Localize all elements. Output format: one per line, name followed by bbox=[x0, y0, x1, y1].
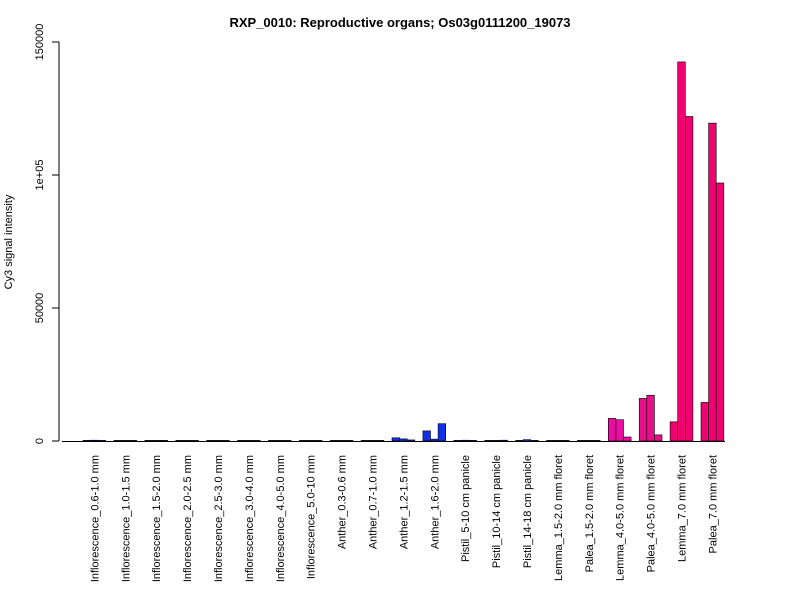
x-axis: Inflorescence_0.6-1.0 mm Inflorescence_1.… bbox=[62, 441, 725, 582]
bar bbox=[152, 440, 161, 442]
bar bbox=[499, 439, 508, 442]
bar bbox=[700, 402, 709, 442]
bar bbox=[553, 440, 562, 442]
x-tick-label: Palea_4.0-5.0 mm floret bbox=[646, 455, 658, 572]
bar bbox=[708, 122, 717, 442]
bar bbox=[90, 439, 99, 442]
bar bbox=[638, 398, 648, 442]
bar bbox=[592, 440, 601, 442]
x-tick-label: Anther_1.2-1.5 mm bbox=[398, 455, 410, 549]
x-tick-label: Inflorescence_4.0-5.0 mm bbox=[275, 455, 287, 582]
bar bbox=[283, 440, 292, 442]
x-tick-label: Inflorescence_1.0-1.5 mm bbox=[120, 455, 132, 582]
x-tick-label: Lemma_7.0 mm floret bbox=[677, 455, 689, 562]
bar bbox=[329, 440, 339, 442]
x-tick-label: Inflorescence_2.0-2.5 mm bbox=[182, 455, 194, 582]
bars-group bbox=[82, 61, 725, 442]
x-tick-label: Inflorescence_1.5-2.0 mm bbox=[151, 455, 163, 582]
x-tick-label: Anther_0.7-1.0 mm bbox=[368, 455, 380, 549]
bar bbox=[530, 440, 539, 442]
bar bbox=[391, 437, 400, 442]
bar bbox=[128, 440, 138, 442]
y-tick-label: 150000 bbox=[34, 24, 46, 61]
bar bbox=[121, 440, 130, 442]
bar bbox=[491, 440, 501, 442]
bar bbox=[306, 440, 315, 442]
y-tick-label: 50000 bbox=[34, 293, 46, 324]
bar bbox=[375, 440, 385, 442]
bar bbox=[221, 440, 230, 442]
x-tick-label: Lemma_4.0-5.0 mm floret bbox=[615, 455, 627, 581]
bar bbox=[175, 440, 184, 442]
bar bbox=[360, 440, 370, 442]
bar bbox=[159, 440, 168, 442]
bar bbox=[268, 440, 277, 442]
bar bbox=[399, 438, 408, 442]
bar bbox=[468, 440, 477, 442]
bar bbox=[206, 440, 215, 442]
bar bbox=[337, 440, 346, 442]
bar bbox=[684, 116, 694, 442]
bar bbox=[345, 440, 354, 442]
bar bbox=[252, 440, 261, 442]
bar bbox=[607, 418, 617, 442]
bar bbox=[461, 439, 470, 442]
x-tick-label: Lemma_1.5-2.0 mm floret bbox=[553, 455, 565, 581]
x-tick-label: Palea_7.0 mm floret bbox=[707, 455, 719, 553]
bar bbox=[244, 440, 254, 442]
x-tick-label: Inflorescence_5.0-10 mm bbox=[306, 455, 318, 579]
bar bbox=[522, 439, 532, 442]
bar bbox=[561, 440, 570, 442]
x-tick-label: Anther_1.6-2.0 mm bbox=[429, 455, 441, 549]
x-tick-label: Pistil_5-10 cm panicle bbox=[460, 455, 472, 562]
bar bbox=[669, 421, 678, 442]
y-axis: 0 50000 1e+05 150000 bbox=[34, 24, 60, 444]
bar bbox=[275, 440, 284, 442]
bar bbox=[623, 436, 632, 442]
bar bbox=[430, 438, 439, 442]
bar bbox=[646, 394, 655, 442]
bar bbox=[113, 440, 122, 442]
x-tick-label: Palea_1.5-2.0 mm floret bbox=[584, 455, 596, 572]
x-tick-label: Anther_0.3-0.6 mm bbox=[337, 455, 349, 549]
bar bbox=[584, 440, 593, 442]
bar bbox=[237, 440, 246, 442]
bar bbox=[97, 440, 107, 442]
bar bbox=[314, 440, 323, 442]
x-tick-label: Inflorescence_2.5-3.0 mm bbox=[213, 455, 225, 582]
y-axis-label: Cy3 signal intensity bbox=[3, 194, 15, 289]
bar bbox=[422, 430, 431, 442]
x-tick-label: Inflorescence_0.6-1.0 mm bbox=[89, 455, 101, 582]
chart-title: RXP_0010: Reproductive organs; Os03g0111… bbox=[229, 15, 570, 30]
bar bbox=[298, 440, 308, 442]
bar bbox=[515, 440, 524, 442]
y-tick-label: 1e+05 bbox=[34, 160, 46, 191]
bar bbox=[453, 440, 462, 442]
bar bbox=[437, 423, 447, 442]
x-tick-label: Pistil_14-18 cm panicle bbox=[522, 455, 534, 568]
bar bbox=[484, 440, 493, 442]
bar bbox=[406, 439, 416, 442]
bar bbox=[677, 61, 686, 442]
bar bbox=[368, 440, 377, 442]
bar bbox=[654, 434, 663, 442]
x-tick-label: Inflorescence_3.0-4.0 mm bbox=[244, 455, 256, 582]
y-tick-label: 0 bbox=[34, 438, 46, 444]
bar bbox=[615, 419, 624, 442]
bar bbox=[183, 440, 192, 442]
bar bbox=[144, 440, 153, 442]
bar bbox=[213, 440, 223, 442]
bar bbox=[82, 440, 91, 442]
bar bbox=[577, 440, 586, 442]
bar bbox=[190, 440, 199, 442]
bar bbox=[546, 440, 555, 442]
x-tick-label: Pistil_10-14 cm panicle bbox=[491, 455, 503, 568]
bar bbox=[715, 182, 725, 442]
